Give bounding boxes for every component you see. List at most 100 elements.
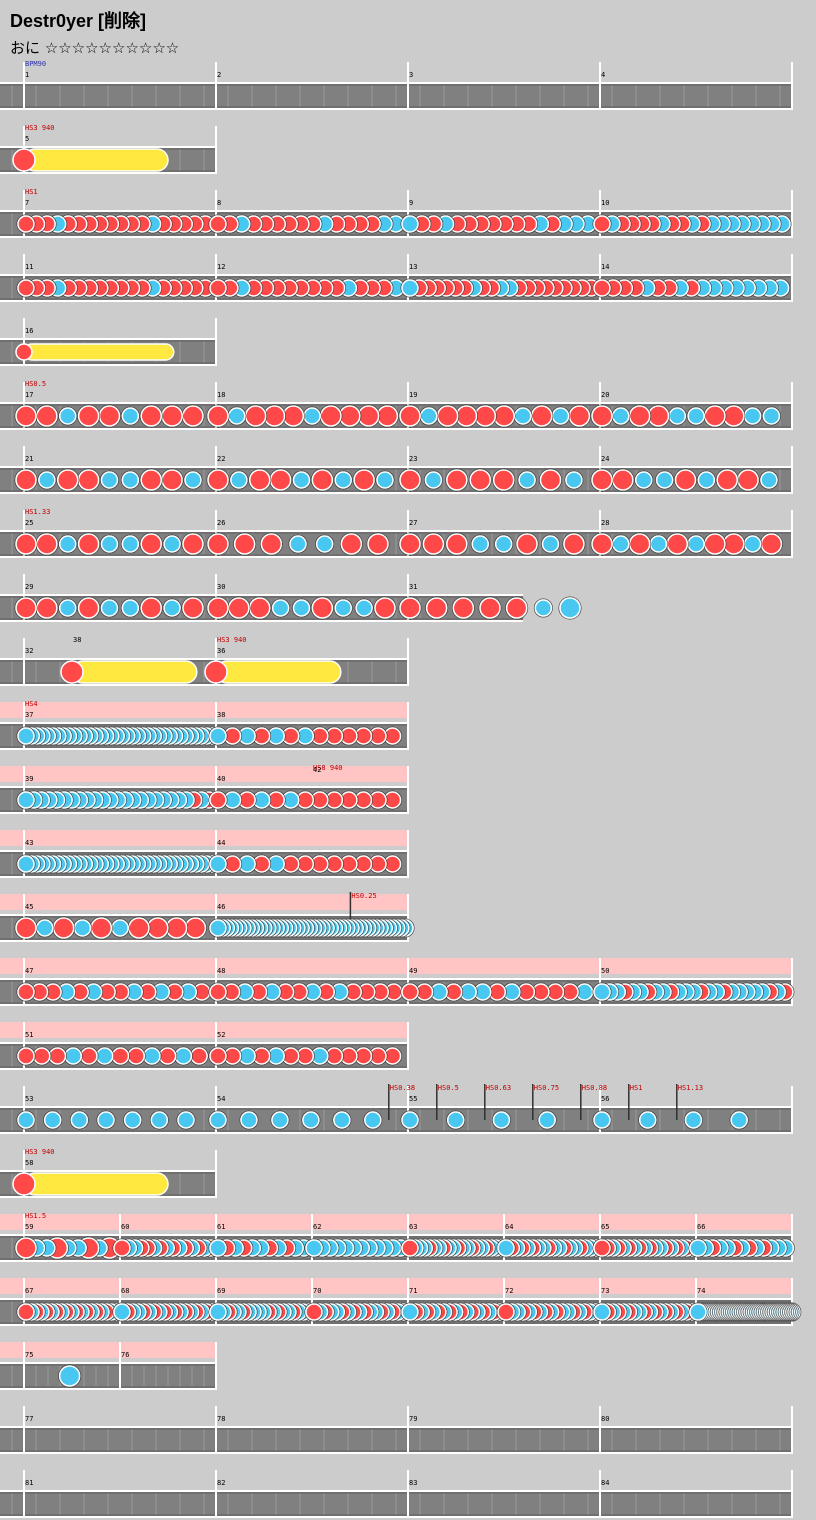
don-note <box>182 405 204 427</box>
note-outline <box>590 532 614 556</box>
ka-note <box>36 919 54 937</box>
row-label: HS0.88 <box>582 1084 607 1092</box>
roll-head <box>60 660 84 684</box>
note-outline <box>354 598 374 618</box>
don-note <box>399 597 421 619</box>
don-note <box>425 597 448 619</box>
don-note <box>36 405 58 427</box>
don-note <box>628 533 651 555</box>
don-note <box>357 405 380 427</box>
note-outline <box>445 468 469 492</box>
don-note <box>492 469 515 491</box>
roll-body <box>215 660 342 684</box>
note-outline <box>533 598 553 618</box>
ka-note <box>612 535 630 553</box>
note-outline <box>729 1110 749 1130</box>
note-outline <box>310 468 334 492</box>
note-outline <box>16 790 36 810</box>
ka-note <box>271 1111 289 1129</box>
ka-note <box>209 1111 227 1129</box>
ka-note <box>150 1111 169 1129</box>
don-note <box>128 917 150 939</box>
don-note <box>15 469 37 491</box>
ka-note <box>209 727 227 745</box>
ka-note <box>100 599 119 617</box>
row-label: HS0.63 <box>486 1084 511 1092</box>
note-outline <box>99 534 119 554</box>
measure-number: 50 <box>601 967 609 975</box>
ka-note <box>334 471 352 489</box>
note-outline <box>206 532 230 556</box>
note-outline <box>352 468 376 492</box>
note-outline <box>333 470 353 490</box>
ka-note <box>100 471 119 489</box>
don-note <box>593 215 611 233</box>
note-outline <box>16 1110 36 1130</box>
note-outline <box>99 470 119 490</box>
note-outline <box>208 278 228 298</box>
note-outline <box>398 468 422 492</box>
don-note <box>446 469 468 491</box>
note-outline <box>425 596 449 620</box>
don-note <box>311 469 334 491</box>
measure-row: 75 76 <box>0 1342 217 1390</box>
don-note <box>399 469 421 491</box>
don-note <box>165 917 188 939</box>
ka-note <box>355 599 373 617</box>
note-outline <box>400 1110 420 1130</box>
don-note <box>15 405 37 427</box>
measure-row: 17 18 19 20 HS0.5 <box>0 380 793 430</box>
don-note <box>647 405 670 427</box>
row-label: BPM90 <box>25 60 46 68</box>
note-outline <box>77 404 101 428</box>
don-note <box>493 405 515 427</box>
ka-note <box>58 535 77 553</box>
measure-number: 18 <box>217 391 225 399</box>
note-outline <box>696 470 716 490</box>
ka-note <box>593 1111 611 1129</box>
measure-number: 17 <box>25 391 33 399</box>
note-outline <box>16 982 36 1002</box>
note-outline <box>398 532 422 556</box>
measure-number: 22 <box>217 455 225 463</box>
measure-number: 25 <box>25 519 33 527</box>
don-note <box>612 469 634 491</box>
measure-number: 54 <box>217 1095 225 1103</box>
measure-number: 26 <box>217 519 225 527</box>
gogo-band <box>0 766 408 782</box>
ka-note <box>17 727 35 745</box>
note-outline <box>229 470 249 490</box>
don-note <box>269 469 292 491</box>
measure-number: 58 <box>25 1159 33 1167</box>
measure-row: 37 38 HS4 <box>0 700 409 750</box>
note-outline <box>686 406 706 426</box>
ka-note <box>762 407 781 425</box>
don-note <box>399 533 421 555</box>
note-outline <box>270 1110 290 1130</box>
note-outline <box>162 598 182 618</box>
note-outline <box>592 982 612 1002</box>
note-outline <box>58 534 78 554</box>
don-note <box>374 597 396 619</box>
note-outline <box>470 534 490 554</box>
don-note <box>77 469 100 491</box>
don-note <box>77 405 100 427</box>
don-note <box>32 1047 51 1065</box>
note-outline <box>259 532 283 556</box>
note-outline <box>176 1110 196 1130</box>
note-outline <box>208 982 228 1002</box>
measure-row: 67 68 69 70 71 72 73 74 <box>0 1278 802 1326</box>
ka-note <box>38 471 56 489</box>
note-outline <box>56 468 80 492</box>
don-note <box>591 533 613 555</box>
roll-head <box>12 148 36 172</box>
note-outline <box>673 468 697 492</box>
measure-row: 81 82 83 84 <box>0 1470 793 1518</box>
don-note <box>760 533 783 555</box>
note-outline <box>206 404 230 428</box>
note-outline <box>515 532 539 556</box>
note-outline <box>446 1110 466 1130</box>
don-note <box>737 469 759 491</box>
measure-number: 8 <box>217 199 221 207</box>
